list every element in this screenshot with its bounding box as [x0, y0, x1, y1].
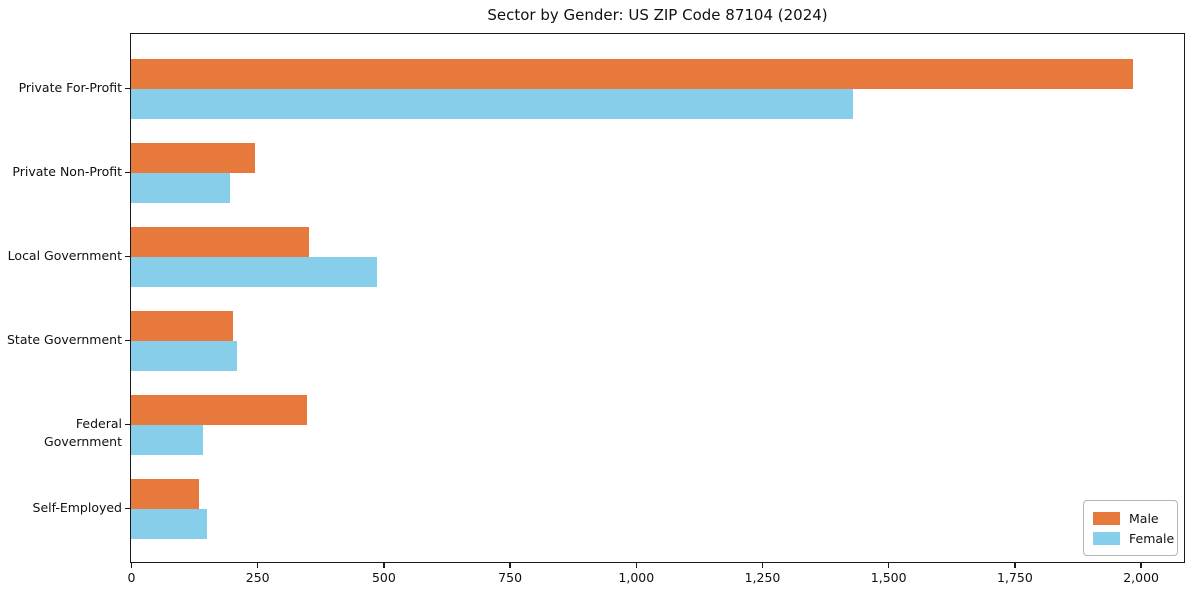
ytick-label-private-for-profit: Private For-Profit [18, 80, 122, 95]
xtick-mark [130, 563, 133, 568]
xtick-mark [887, 563, 890, 568]
ytick-label-state-government: State Government [6, 332, 122, 347]
ytick-mark [125, 507, 130, 509]
ytick-label-federal-government: Federal Government [44, 416, 122, 449]
legend: Male Female [1083, 500, 1178, 556]
ytick-label-local-government: Local Government [7, 248, 122, 263]
xtick-mark [635, 563, 638, 568]
xtick-label-1250: 1,250 [744, 570, 781, 585]
xtick-mark [1140, 563, 1142, 568]
bar-male-private-non-profit [131, 143, 255, 173]
bar-female-self-employed [131, 509, 208, 539]
bar-male-state-government [131, 311, 233, 341]
xtick-label-500: 500 [371, 570, 396, 585]
bar-female-federal-government [131, 425, 204, 455]
legend-label-female: Female [1129, 530, 1175, 546]
xtick-label-250: 250 [245, 570, 270, 585]
bar-female-private-for-profit [131, 89, 853, 119]
xtick-label-0: 0 [127, 570, 136, 585]
plot-area [130, 33, 1185, 563]
ytick-mark [125, 423, 130, 425]
xtick-mark [509, 563, 511, 568]
legend-swatch-female [1093, 531, 1120, 545]
chart-title: Sector by Gender: US ZIP Code 87104 (202… [487, 6, 828, 24]
ytick-label-self-employed: Self-Employed [32, 500, 122, 515]
bar-male-federal-government [131, 395, 307, 425]
bar-female-local-government [131, 257, 377, 287]
legend-item-female: Female [1093, 528, 1174, 548]
xtick-label-750: 750 [498, 570, 523, 585]
ytick-mark [125, 87, 130, 89]
ytick-mark [125, 339, 130, 341]
bar-female-state-government [131, 341, 237, 371]
ytick-mark [125, 171, 130, 173]
xtick-label-1750: 1,750 [996, 570, 1033, 585]
bar-female-private-non-profit [131, 173, 230, 203]
xtick-label-1500: 1,500 [870, 570, 907, 585]
legend-item-male: Male [1093, 508, 1168, 528]
bar-male-self-employed [131, 479, 199, 509]
ytick-mark [125, 255, 130, 257]
xtick-mark [761, 563, 764, 568]
bar-male-private-for-profit [131, 59, 1133, 89]
xtick-label-1000: 1,000 [618, 570, 655, 585]
xtick-mark [383, 563, 385, 568]
legend-label-male: Male [1129, 510, 1159, 526]
xtick-label-2000: 2,000 [1123, 570, 1159, 585]
xtick-mark [1014, 563, 1016, 568]
legend-swatch-male [1093, 511, 1120, 525]
bar-male-local-government [131, 227, 309, 257]
ytick-label-private-non-profit: Private Non-Profit [12, 164, 122, 179]
xtick-mark [256, 563, 259, 568]
